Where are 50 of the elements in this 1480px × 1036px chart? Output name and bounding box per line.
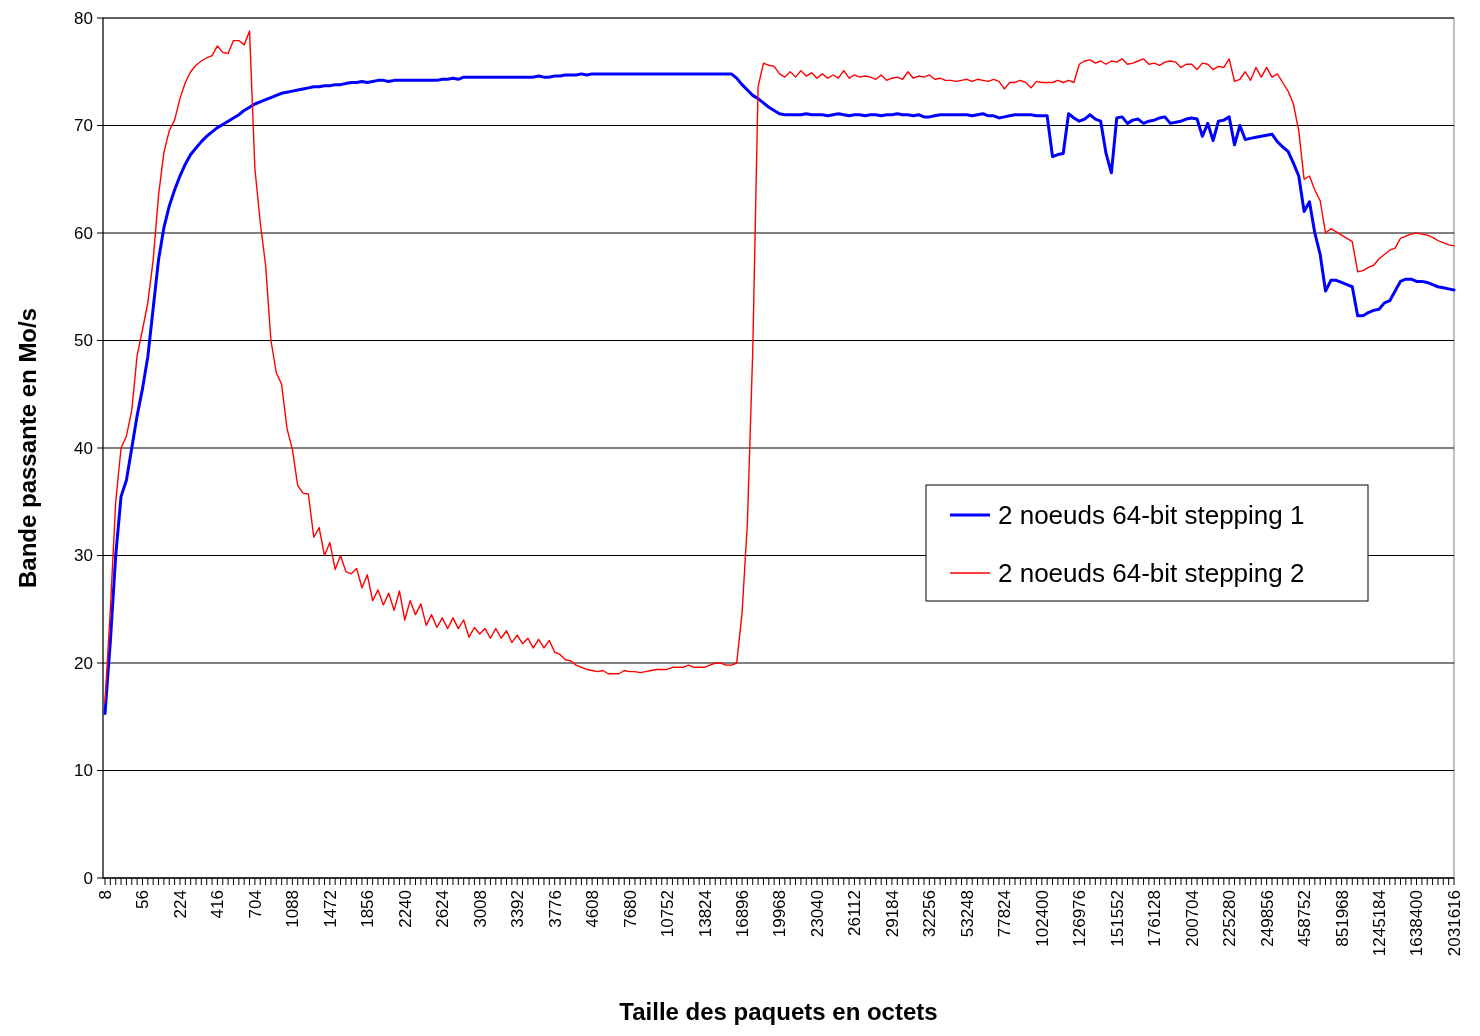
x-tick-label: 3776 — [545, 890, 565, 928]
x-tick-label: 7680 — [620, 890, 640, 928]
x-tick-label: 8 — [95, 890, 115, 900]
x-tick-label: 13824 — [695, 890, 715, 938]
y-tick-label: 60 — [74, 223, 93, 243]
x-tick-label: 1472 — [320, 890, 340, 928]
x-tick-label: 2240 — [395, 890, 415, 928]
y-tick-label: 50 — [74, 331, 93, 351]
x-tick-label: 176128 — [1145, 890, 1165, 947]
x-tick-label: 2031616 — [1444, 890, 1464, 957]
x-tick-label: 16896 — [732, 890, 752, 938]
y-tick-label: 30 — [74, 546, 93, 566]
x-tick-label: 851968 — [1332, 890, 1352, 947]
x-tick-label: 225280 — [1220, 890, 1240, 947]
x-tick-label: 56 — [133, 890, 153, 909]
y-tick-label: 80 — [74, 8, 93, 28]
x-tick-label: 23040 — [807, 890, 827, 938]
x-tick-label: 1638400 — [1407, 890, 1427, 957]
x-tick-label: 200704 — [1182, 890, 1202, 947]
x-tick-label: 19968 — [770, 890, 790, 938]
x-tick-label: 416 — [208, 890, 228, 919]
x-tick-label: 32256 — [920, 890, 940, 938]
x-axis-title: Taille des paquets en octets — [619, 998, 938, 1025]
x-tick-label: 102400 — [1032, 890, 1052, 947]
x-tick-label: 1088 — [283, 890, 303, 928]
y-tick-label: 40 — [74, 438, 93, 458]
x-tick-label: 704 — [245, 890, 265, 919]
x-tick-label: 126976 — [1070, 890, 1090, 947]
x-tick-label: 77824 — [995, 890, 1015, 938]
legend-label: 2 noeuds 64-bit stepping 2 — [998, 558, 1305, 589]
x-tick-label: 224 — [170, 890, 190, 919]
x-tick-label: 29184 — [882, 890, 902, 938]
x-tick-label: 2624 — [433, 890, 453, 928]
x-tick-label: 53248 — [957, 890, 977, 938]
x-tick-label: 10752 — [658, 890, 678, 938]
y-tick-label: 10 — [74, 761, 93, 781]
x-tick-label: 3392 — [508, 890, 528, 928]
y-axis-title: Bande passante en Mo/s — [14, 307, 41, 589]
x-tick-label: 151552 — [1107, 890, 1127, 947]
y-tick-label: 70 — [74, 116, 93, 136]
x-tick-label: 3008 — [470, 890, 490, 928]
y-tick-label: 0 — [83, 868, 93, 888]
legend-label: 2 noeuds 64-bit stepping 1 — [998, 500, 1305, 531]
x-tick-label: 26112 — [845, 890, 865, 937]
x-tick-label: 1245184 — [1370, 890, 1390, 957]
x-tick-label: 249856 — [1257, 890, 1277, 947]
x-tick-label: 458752 — [1295, 890, 1315, 947]
x-tick-label: 4608 — [583, 890, 603, 928]
y-tick-label: 20 — [74, 653, 93, 673]
x-tick-label: 1856 — [358, 890, 378, 928]
